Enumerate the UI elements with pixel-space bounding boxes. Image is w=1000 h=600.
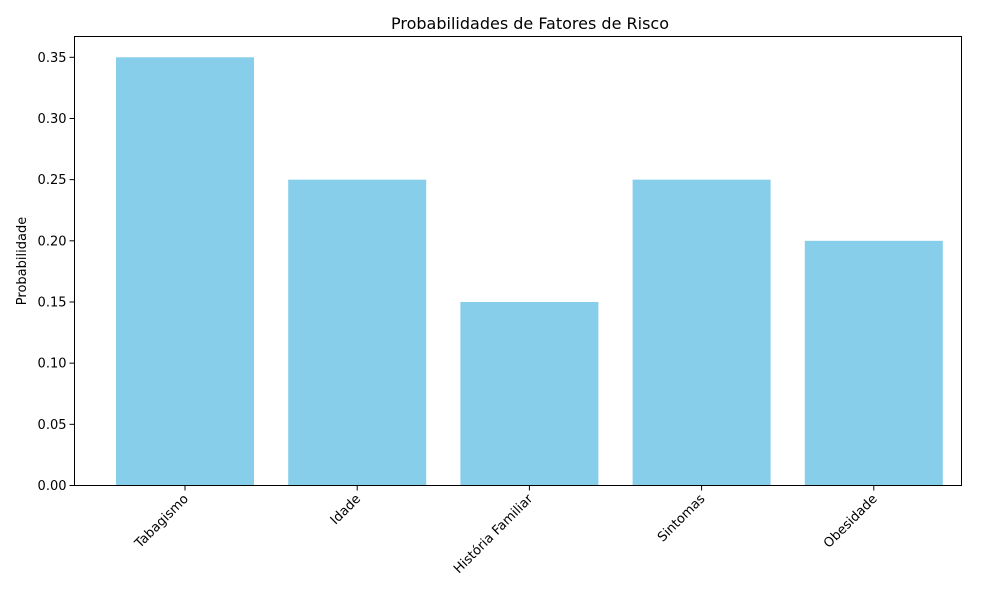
bar-sintomas [632,179,771,486]
y-tick-label: 0.05 [38,418,67,433]
y-axis-label: Probabilidade [15,217,30,305]
y-tick-label: 0.10 [38,357,67,372]
x-tick-label: Obesidade [821,492,881,552]
x-tick-label: História Familiar [451,491,537,577]
y-tick-label: 0.25 [38,173,67,188]
y-tick-label: 0.00 [38,479,67,494]
x-tick-label: Idade [328,492,364,528]
y-tick-label: 0.30 [38,112,67,127]
x-tick-label: Sintomas [655,492,709,546]
plot-area: 0.00 0.05 0.10 0.15 0.20 0.25 0.30 0.35 Tabagis… [38,36,962,577]
bar-hist-ria-familiar [460,301,599,486]
plot-frame [74,36,962,486]
y-tick-label: 0.35 [38,51,67,66]
bar-obesidade [804,240,943,486]
chart-title: Probabilidades de Fatores de Risco [391,14,669,33]
bars-group [116,57,943,486]
y-tick-label: 0.15 [38,295,67,310]
y-tick-label: 0.20 [38,234,67,249]
x-tick-label: Tabagismo [132,492,192,552]
bar-tabagismo [116,57,254,486]
x-axis: Tabagismo Idade História Familiar Sintomas O… [132,485,881,577]
y-axis: 0.00 0.05 0.10 0.15 0.20 0.25 0.30 0.35 [38,51,75,494]
bar-idade [288,179,427,486]
